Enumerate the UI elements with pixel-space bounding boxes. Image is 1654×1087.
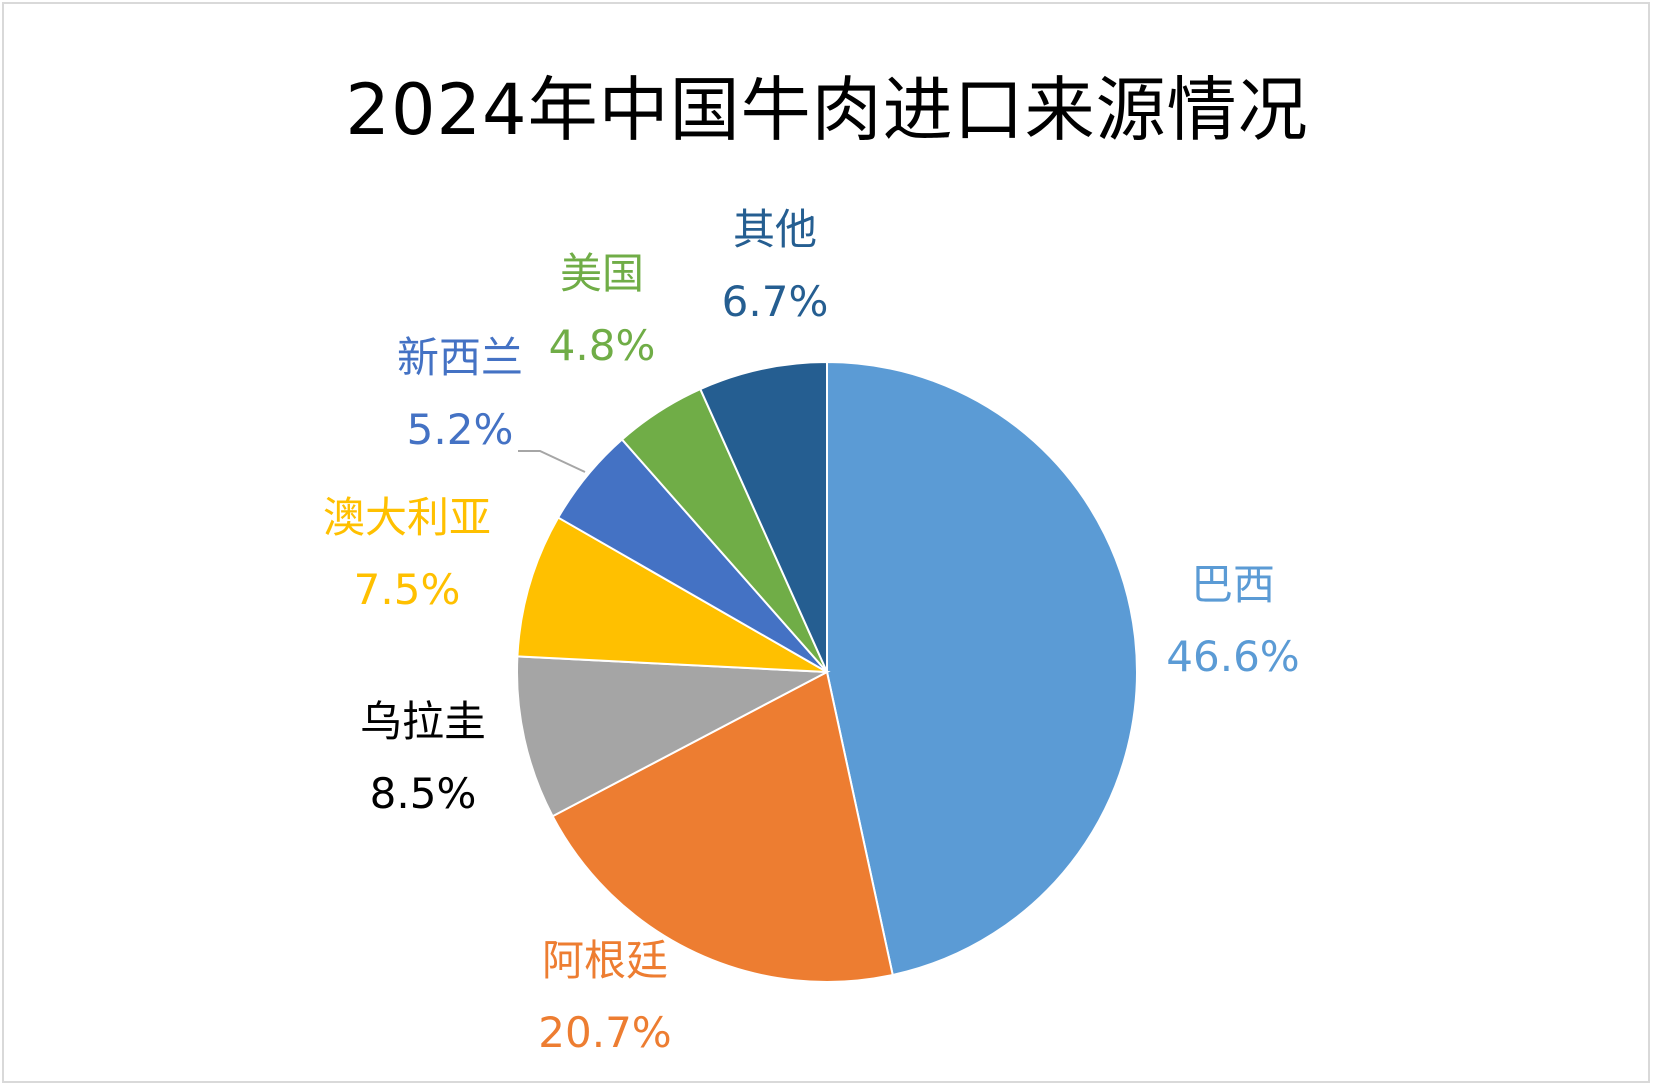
label-percent: 46.6%: [1166, 632, 1300, 681]
label-name: 阿根廷: [541, 936, 668, 985]
leader-line-xinxilan: [518, 450, 586, 473]
label-percent: 6.7%: [721, 277, 829, 326]
data-label-xinxilan: 新西兰 5.2%: [397, 337, 523, 451]
label-name: 乌拉圭: [359, 697, 487, 746]
label-percent: 20.7%: [538, 1008, 672, 1057]
data-label-meiguo: 美国 4.8%: [549, 253, 656, 367]
pie-slice-2: [516, 655, 831, 818]
data-label-qita: 其他 6.7%: [722, 209, 829, 323]
chart-title: 2024年中国牛肉进口来源情况: [345, 69, 1309, 151]
pie-slice-1: [551, 670, 894, 983]
pie-slices: [516, 360, 1138, 983]
data-label-baxi: 巴西 46.6%: [1166, 564, 1299, 678]
label-percent: 7.5%: [353, 565, 461, 614]
label-percent: 8.5%: [369, 769, 477, 818]
label-name: 新西兰: [396, 333, 524, 382]
label-percent: 4.8%: [548, 321, 656, 370]
pie-slice-3: [516, 516, 828, 673]
data-label-aodaliya: 澳大利亚 7.5%: [323, 497, 491, 611]
label-name: 澳大利亚: [322, 493, 492, 542]
data-label-wulagui: 乌拉圭 8.5%: [360, 701, 486, 815]
pie-slice-0: [826, 360, 1138, 977]
pie-slice-6: [698, 360, 828, 673]
label-percent: 5.2%: [406, 405, 514, 454]
label-name: 其他: [732, 205, 818, 254]
label-name: 美国: [559, 249, 645, 298]
data-label-agenting: 阿根廷 20.7%: [538, 940, 671, 1054]
label-name: 巴西: [1190, 560, 1275, 609]
